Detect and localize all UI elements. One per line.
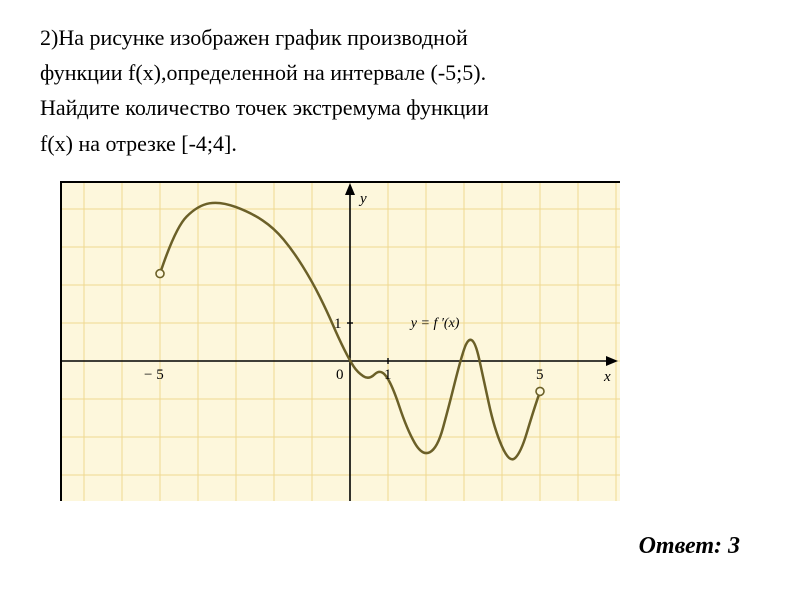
- problem-line-4: f(x) на отрезке [-4;4].: [40, 126, 760, 161]
- problem-line-3: Найдите количество точек экстремума функ…: [40, 90, 760, 125]
- problem-text: 2)На рисунке изображен график производно…: [40, 20, 760, 161]
- chart-border-top: [60, 181, 620, 183]
- svg-text:y: y: [358, 191, 367, 207]
- chart-svg: y x 0 1 1 − 5 5 y = f ′(x): [60, 181, 620, 501]
- svg-text:− 5: − 5: [144, 367, 164, 383]
- derivative-chart: y x 0 1 1 − 5 5 y = f ′(x): [60, 181, 620, 501]
- svg-text:5: 5: [536, 367, 544, 383]
- svg-text:0: 0: [336, 367, 344, 383]
- svg-text:1: 1: [384, 367, 392, 383]
- problem-line-1: 2)На рисунке изображен график производно…: [40, 20, 760, 55]
- answer-label: Ответ: 3: [639, 533, 740, 560]
- chart-border-left: [60, 181, 62, 501]
- svg-text:y = f ′(x): y = f ′(x): [409, 316, 460, 331]
- svg-text:x: x: [603, 369, 611, 385]
- problem-line-2: функции f(x),определенной на интервале (…: [40, 55, 760, 90]
- svg-text:1: 1: [334, 316, 342, 332]
